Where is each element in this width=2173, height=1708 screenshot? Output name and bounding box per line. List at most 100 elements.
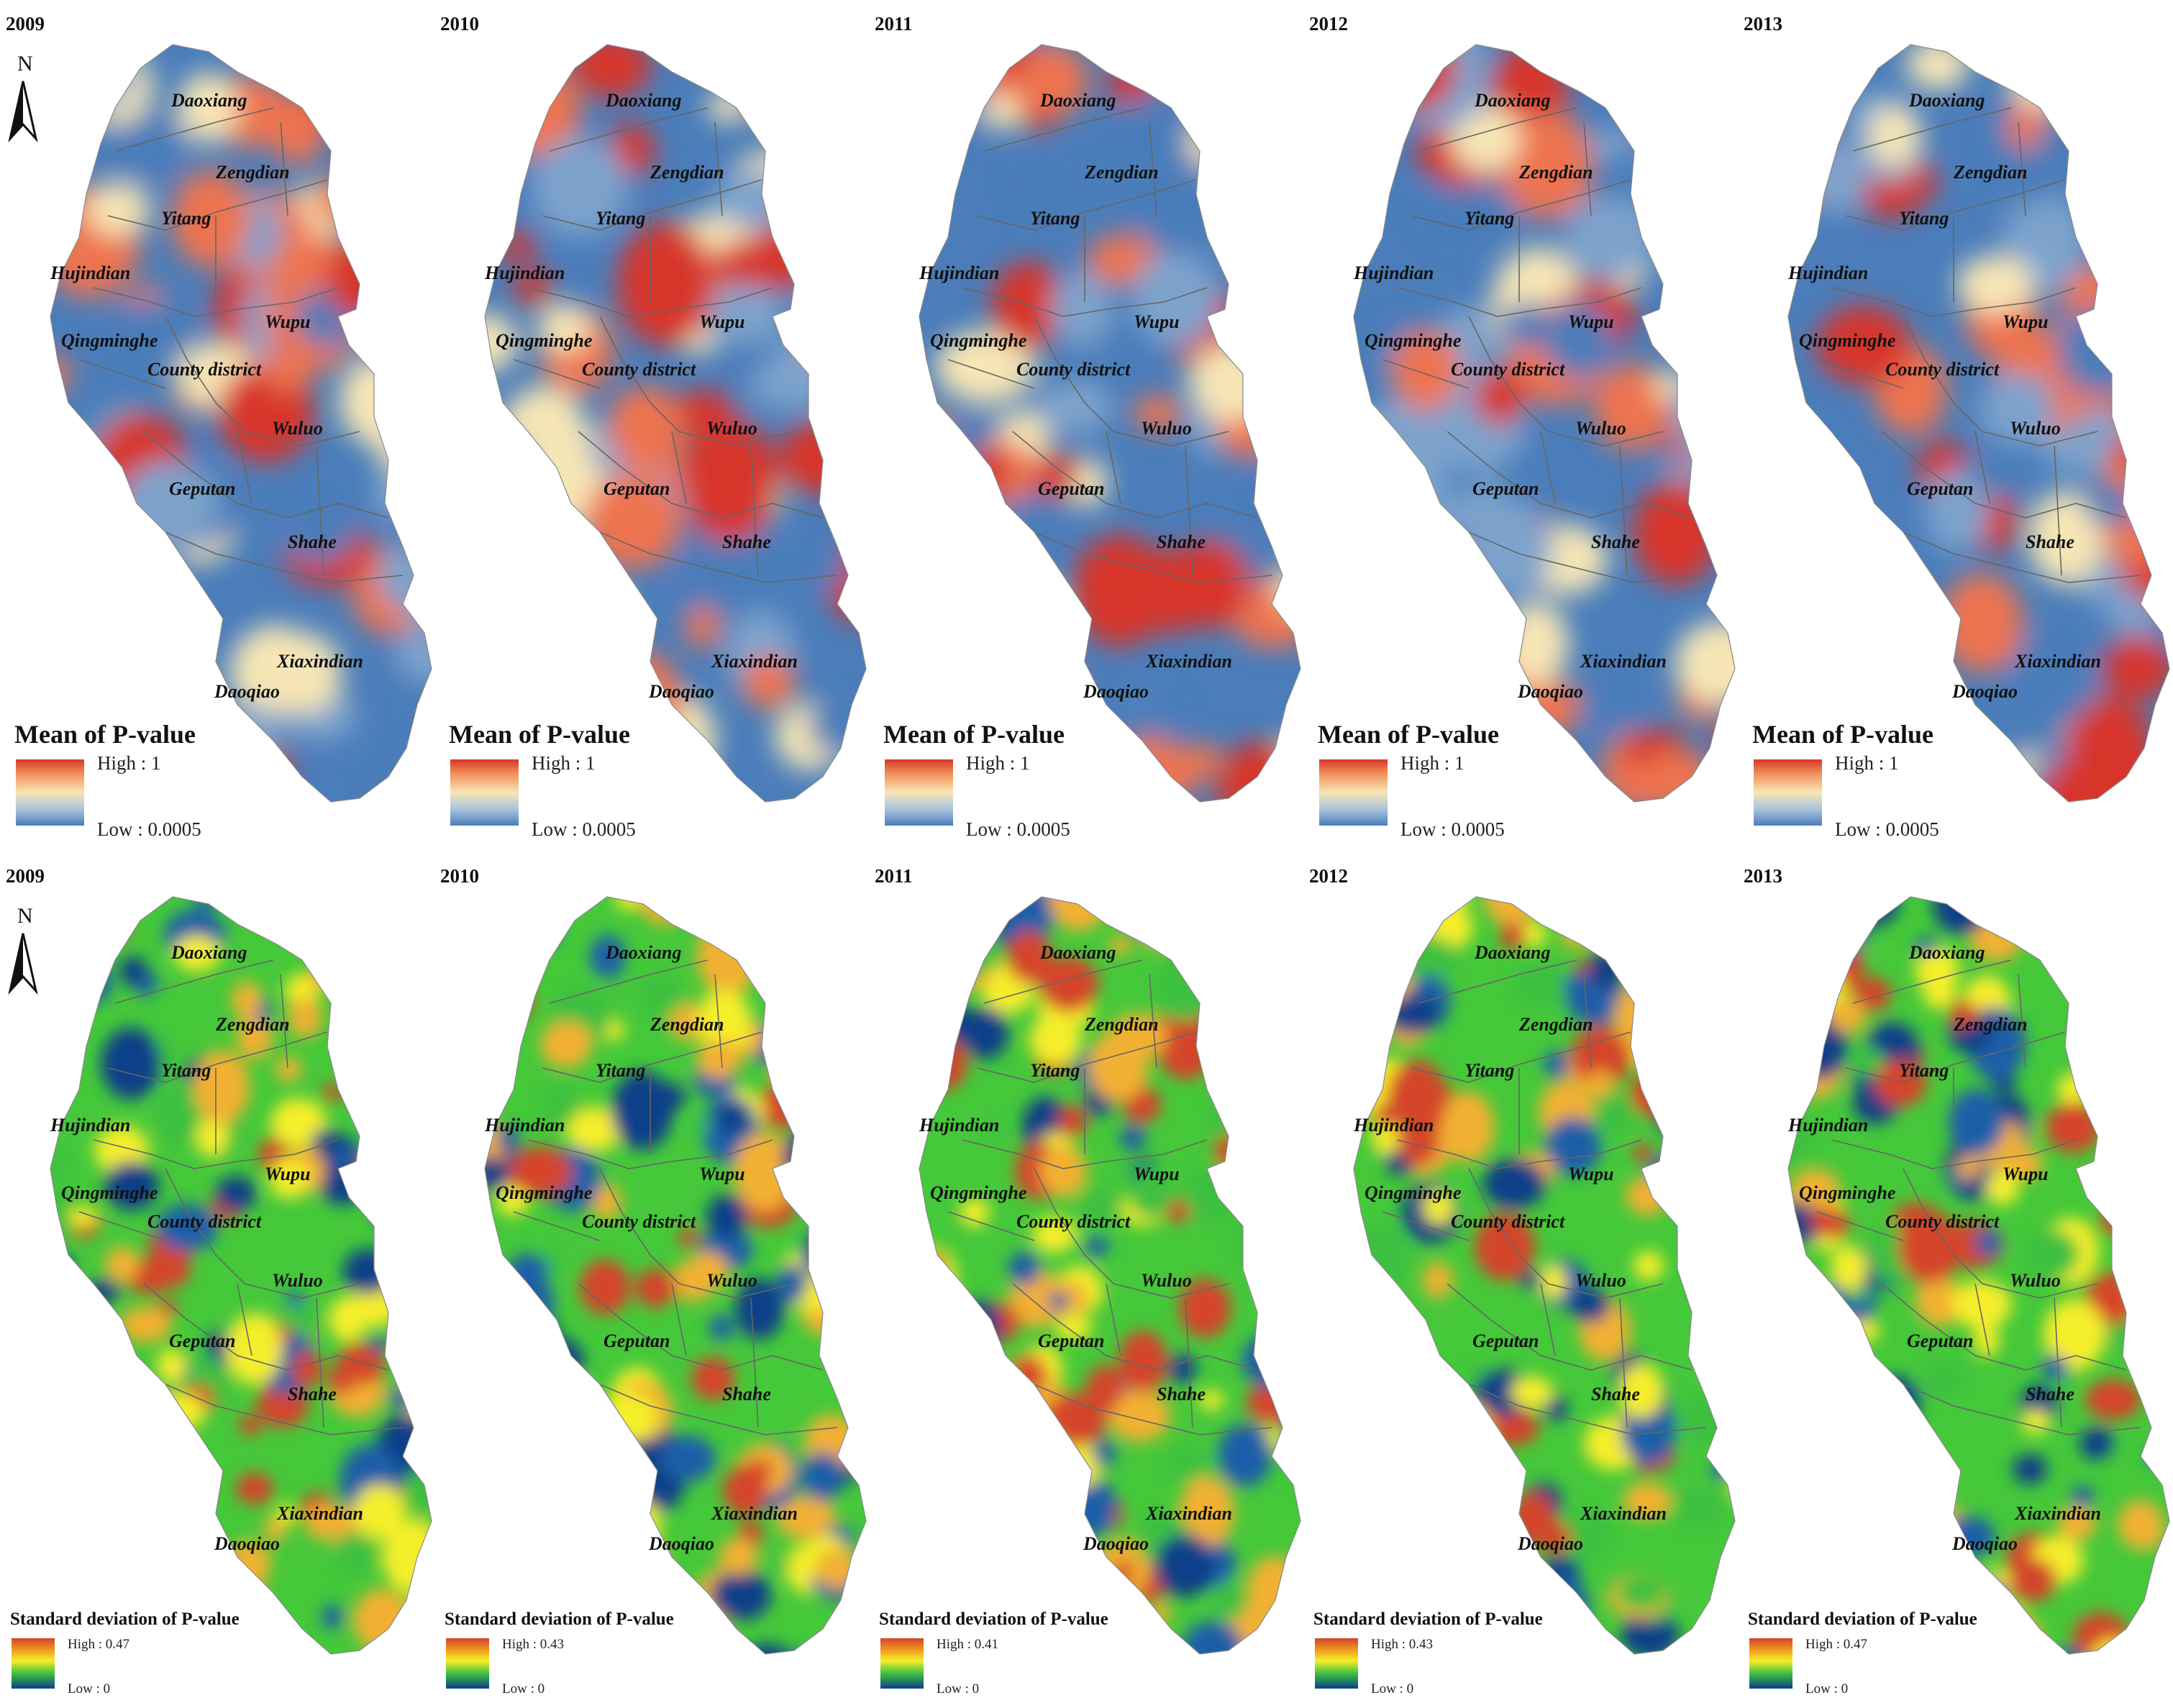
surface-blob — [1538, 1264, 1567, 1299]
town-label: Daoqiao — [1951, 681, 2018, 702]
town-label: Wuluo — [2010, 418, 2061, 439]
legend-high: High : 0.47 — [1805, 1637, 1868, 1652]
town-label: Daoqiao — [1083, 1533, 1149, 1554]
town-label: Yitang — [161, 1060, 211, 1081]
surface-blob — [155, 1643, 178, 1654]
town-label: Zengdian — [1518, 162, 1593, 183]
surface-blob — [291, 1352, 323, 1387]
town-label: Yitang — [596, 208, 645, 229]
surface-blob — [1129, 1168, 1173, 1218]
county-outline — [484, 896, 867, 1655]
surface-blob — [196, 1118, 228, 1158]
township-border — [93, 1139, 339, 1169]
legend-high: High : 1 — [532, 752, 596, 774]
surface-blob — [2046, 1102, 2100, 1153]
township-border — [1831, 1139, 2077, 1169]
surface-blob — [50, 354, 71, 394]
surface-blob — [1255, 1350, 1275, 1364]
surface-blob — [1215, 45, 1293, 124]
surface-blob — [86, 1279, 119, 1304]
legend-color-ramp — [446, 1638, 489, 1689]
surface-blob — [1719, 1095, 1735, 1113]
surface-blob — [1277, 940, 1300, 976]
surface-blob — [1354, 1557, 1373, 1576]
surface-blob — [572, 45, 651, 98]
surface-blob — [155, 1253, 190, 1287]
surface-blob — [1949, 1089, 2005, 1155]
surface-blob — [759, 1082, 803, 1128]
surface-blob — [2079, 1003, 2123, 1053]
town-label: Daoxiang — [605, 942, 681, 963]
surface-blob — [155, 652, 204, 694]
surface-blob — [995, 1444, 1047, 1510]
surface-blob — [808, 700, 856, 752]
township-border — [1185, 1297, 1193, 1428]
surface-blob — [973, 1399, 1012, 1428]
town-label: Shahe — [288, 531, 337, 552]
surface-blob — [1700, 1247, 1725, 1270]
surface-blob — [1788, 1310, 1829, 1341]
township-border — [599, 316, 795, 447]
surface-blob — [2102, 1640, 2148, 1654]
map-svg: Daoxiang Zengdian Yitang Hujindian Qingmingh… — [1353, 44, 1736, 803]
surface-blob — [1653, 1084, 1703, 1135]
surface-blob — [485, 1402, 509, 1451]
surface-blob — [510, 1565, 534, 1597]
sd-map: Daoxiang Zengdian Yitang Hujindian Qingmingh… — [869, 852, 1303, 1704]
surface-blob — [1788, 1522, 1818, 1553]
town-label: Geputan — [1038, 1330, 1104, 1351]
surface-blob — [1238, 944, 1290, 1002]
surface-blob — [216, 1176, 256, 1212]
mean-legend: Mean of P-value High : 1 Low : 0.0005 — [1752, 719, 1939, 840]
panel-year: 2013 — [1744, 13, 1782, 35]
surface-blob — [275, 1656, 301, 1685]
surface-blob — [514, 913, 559, 949]
town-label: Shahe — [2026, 531, 2074, 552]
surface-blob — [1788, 1380, 1823, 1409]
surface-blob — [236, 1473, 273, 1504]
surface-blob — [50, 1248, 73, 1280]
township-border — [750, 1297, 759, 1428]
surface-blob — [1039, 1146, 1087, 1197]
surface-blob — [2090, 1639, 2132, 1654]
surface-blob — [119, 956, 147, 986]
surface-blob — [672, 1260, 715, 1302]
surface-blob — [919, 1557, 926, 1577]
surface-blob — [1500, 920, 1525, 950]
surface-blob — [357, 1029, 391, 1059]
legend-low: Low : 0.0005 — [97, 818, 201, 840]
surface-blob — [276, 1504, 296, 1525]
township-border — [280, 122, 288, 216]
surface-blob — [52, 1320, 99, 1368]
surface-blob — [1788, 582, 1841, 655]
township-border — [107, 179, 328, 231]
surface-blob — [353, 1589, 412, 1652]
surface-blob — [590, 935, 626, 978]
surface-blob — [804, 45, 866, 91]
surface-blob — [784, 979, 846, 1026]
surface-blob — [1724, 247, 1735, 295]
town-label: Wupu — [1134, 1164, 1180, 1184]
surface-blob — [1295, 1465, 1300, 1494]
surface-blob — [1154, 1534, 1215, 1597]
surface-blob — [365, 96, 432, 154]
surface-blob — [919, 1399, 955, 1450]
surface-blob — [109, 301, 198, 365]
surface-blob — [1545, 1117, 1601, 1176]
surface-blob — [1619, 1364, 1664, 1418]
surface-blob — [827, 252, 866, 358]
surface-blob — [2007, 104, 2043, 150]
surface-blob — [565, 1107, 623, 1151]
surface-blob — [1588, 127, 1633, 159]
town-label: Yitang — [1464, 1060, 1514, 1081]
town-label: Zengdian — [1518, 1014, 1593, 1035]
surface-blob — [2150, 1001, 2169, 1023]
township-border — [2018, 974, 2026, 1069]
surface-blob — [1423, 1190, 1454, 1225]
surface-blob — [1633, 480, 1719, 585]
surface-blob — [1029, 1487, 1070, 1520]
surface-blob — [1979, 373, 2055, 446]
town-label: Xiaxindian — [2014, 1503, 2101, 1524]
town-label: Shahe — [2026, 1384, 2074, 1405]
township-border — [599, 1384, 838, 1435]
